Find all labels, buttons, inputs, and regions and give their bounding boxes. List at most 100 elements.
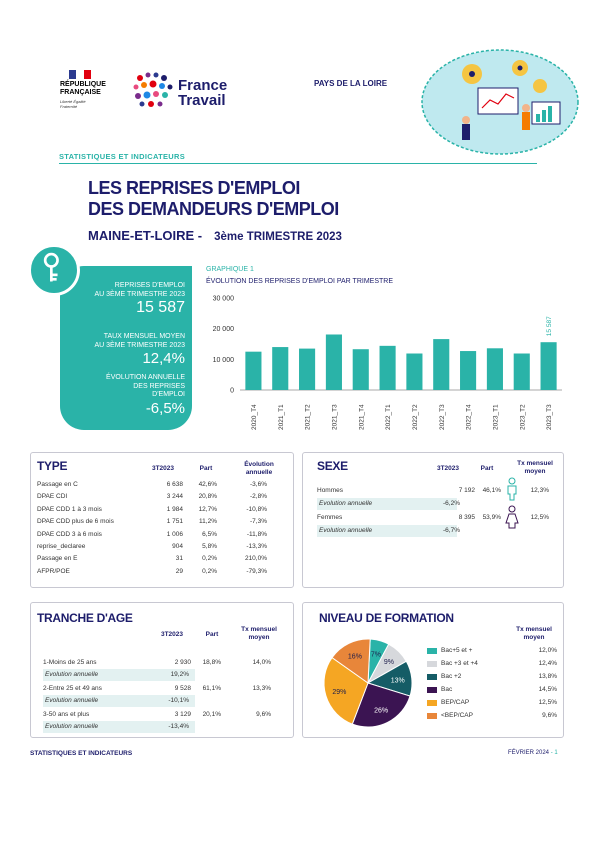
table-row: AFPR/POE 29 0,2% -79,3% [37,566,289,578]
type-col-evolution: Évolution annuelle [244,461,274,476]
bar-2022_T1 [379,345,396,390]
age-col-3t2023: 3T2023 [160,631,184,638]
table-row: DPAE CDD 1 à 3 mois 1 984 12,7% -10,8% [37,504,289,516]
header-illustration [421,49,579,155]
table-row-evolution: Evolution annuelle -10,1% [43,695,195,707]
x-tick-label: 2022_T1 [385,404,392,430]
type-part: 0,2% [202,567,217,575]
age-evolution-label: Evolution annuelle [45,671,99,678]
page-title: LES REPRISES D'EMPLOI DES DEMANDEURS D'E… [88,178,339,219]
type-value: 1 006 [166,530,183,538]
bar-2020_T4 [245,351,262,390]
pie-slice-label: 16% [348,654,362,661]
graph-number: GRAPHIQUE 1 [206,266,254,273]
france-travail-logo-text: France Travail [178,77,228,109]
type-label: DPAE CDD plus de 6 mois [37,518,114,526]
pie-slice-label: 13% [391,677,405,684]
republique-motto: Liberté Égalité Fraternité [60,99,86,109]
x-tick-label: 2021_T3 [331,404,338,430]
sexe-row-femmes: Femmes 8 395 53,9% 12,5% [317,514,549,521]
type-evolution: -10,8% [246,505,267,513]
pie-slice [351,682,411,728]
pie-slice [323,656,369,725]
reprises-bar-chart: 0 10 000 20 000 30 000 2020_T4 2021_T1 2021_T2… [213,296,562,430]
graph-title: ÉVOLUTION DES REPRISES D'EMPLOI PAR TRIM… [206,278,394,285]
type-value: 1 984 [166,505,183,513]
type-panel: TYPE 3T2023 Part Évolution annuelle Passa… [30,452,294,588]
pie-slice [331,638,371,684]
type-part: 42,6% [198,481,217,488]
type-evolution: 210,0% [244,555,267,563]
age-col-tx: Tx mensuel moyen [241,626,277,641]
pie-slice-label: 9% [384,659,394,666]
formation-panel-title: NIVEAU DE FORMATION [319,611,454,625]
footer-date: FÉVRIER 2024 - 1 [508,750,558,756]
type-col-part: Part [199,465,213,472]
legend-swatch [427,700,437,706]
legend-rate: 12,0% [538,647,557,654]
bar-2022_T3 [433,339,450,390]
x-tick-label: 2023_T1 [492,404,499,430]
type-col-3t2023: 3T2023 [151,465,175,472]
kpi-badge [28,244,80,296]
pie-slice-label: 26% [374,707,388,714]
type-value: 3 244 [166,493,183,501]
legend-swatch [427,648,437,654]
y-tick-label: 20 000 [213,326,235,333]
female-icon [505,505,519,529]
age-label: 3-50 ans et plus [43,711,90,718]
sexe-panel: SEXE 3T2023 Part Tx mensuel moyen Hommes … [302,452,564,588]
legend-label: Bac [441,686,453,693]
bar-2021_T4 [352,349,369,390]
table-row: DPAE CDD plus de 6 mois 1 751 11,2% -7,3% [37,516,289,528]
legend-item: Bac 14,5% [427,684,561,696]
key-icon [43,252,59,282]
table-row: 3-50 ans et plus 3 129 20,1% 9,6% [43,709,287,721]
age-value: 9 528 [174,685,191,692]
kpi-evolution: ÉVOLUTION ANNUELLE DES REPRISES D'EMPLOI… [106,374,185,417]
x-tick-label: 2021_T1 [278,404,285,430]
legend-label: Bac+5 et + [441,647,473,654]
sexe-col-part: Part [480,465,494,472]
type-label: DPAE CDD 3 à 6 mois [37,530,102,538]
type-evolution: -7,3% [250,518,267,526]
bar-2023_T2 [513,353,530,390]
y-tick-label: 0 [230,388,234,395]
age-tx: 9,6% [256,711,271,718]
type-value: 6 638 [166,481,183,488]
legend-label: <BEP/CAP [441,712,473,719]
sexe-col-3t2023: 3T2023 [436,465,460,472]
formation-pie-chart: 7%9% 13% 26% 29% 16% [323,638,413,728]
sexe-panel-title: SEXE [317,459,348,473]
age-tx: 14,0% [252,659,271,666]
age-evolution-value: 19,2% [170,671,189,678]
bar-2023_T3 [540,342,557,390]
type-evolution: -3,6% [250,481,267,488]
legend-label: Bac +2 [441,673,462,680]
legend-item: Bac +2 13,8% [427,671,561,683]
table-row: DPAE CDD 3 à 6 mois 1 006 6,5% -11,8% [37,529,289,541]
type-value: 904 [172,543,183,550]
period-label: 3ème TRIMESTRE 2023 [214,231,342,243]
bar-2021_T1 [272,347,289,390]
age-col-part: Part [205,631,219,638]
legend-swatch [427,674,437,680]
kpi-reprises-value: 15 587 [136,299,185,316]
legend-swatch [427,687,437,693]
kpi-taux-value: 12,4% [142,350,185,367]
table-row: Passage en C 6 638 42,6% -3,6% [37,479,289,491]
pie-slice-label: 29% [332,689,346,696]
table-row: DPAE CDI 3 244 20,8% -2,8% [37,491,289,503]
x-tick-label: 2021_T2 [305,404,312,430]
type-part: 11,2% [199,518,217,526]
age-panel: TRANCHE D'AGE 3T2023 Part Tx mensuel moye… [30,602,294,738]
legend-item: Bac +3 et +4 12,4% [427,658,561,670]
republique-francaise-logo-text: RÉPUBLIQUE FRANÇAISE [60,81,106,96]
type-panel-title: TYPE [37,459,68,473]
department-name: MAINE-ET-LOIRE - [88,228,203,243]
footer-section-label: STATISTIQUES ET INDICATEURS [30,750,133,757]
sexe-row-femmes-evolution: Evolution annuelle -6,7% [317,525,460,537]
legend-item: <BEP/CAP 9,6% [427,710,561,722]
age-value: 2 930 [174,659,191,666]
bar-2022_T4 [460,351,477,390]
